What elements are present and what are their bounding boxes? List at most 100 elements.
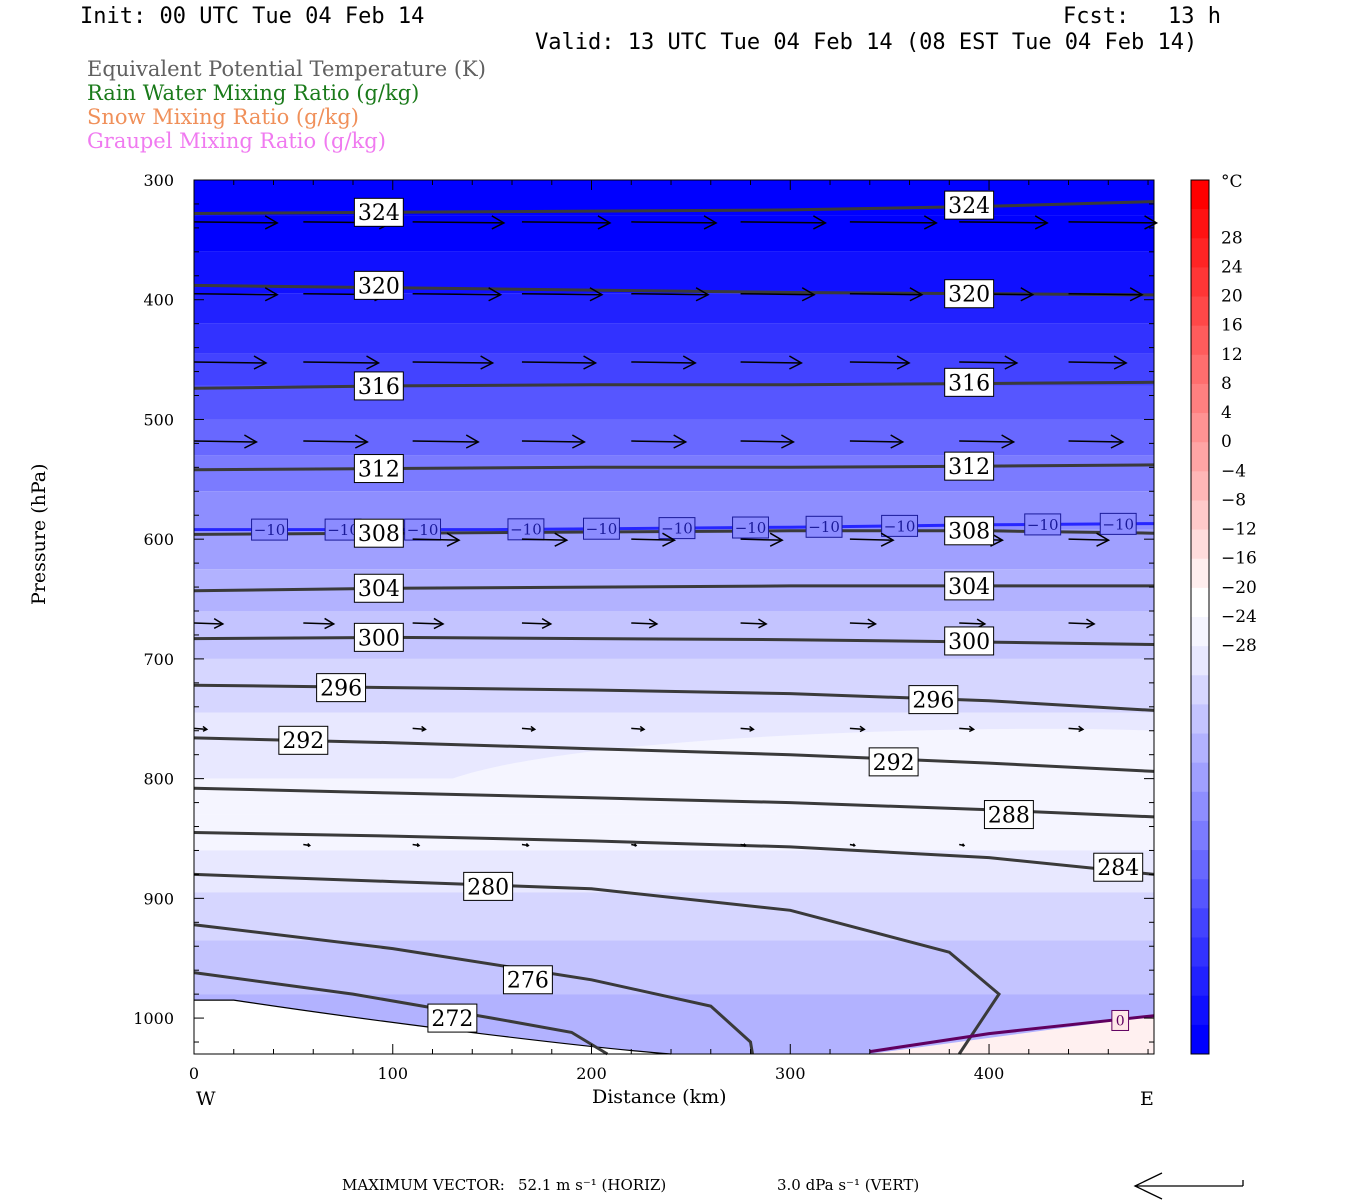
wind-vector xyxy=(412,842,421,848)
contour-labels: 324 324 320 320 316 316 312 312 308 308 304 304 300 3… xyxy=(278,190,1144,1033)
contour-label: 292 xyxy=(873,751,915,776)
contour-label-box xyxy=(868,747,919,777)
wind-vector xyxy=(1068,532,1111,547)
contour-label-box xyxy=(881,514,919,537)
wind-vector xyxy=(1068,434,1125,449)
wind-vector xyxy=(412,617,445,630)
contour-label: −10 xyxy=(510,521,542,539)
wind-vector xyxy=(412,434,480,449)
colorbar-swatch xyxy=(1191,995,1209,1026)
contour-label: 300 xyxy=(948,630,990,655)
contour-label-box xyxy=(944,190,995,220)
colorbar-tick-label: 0 xyxy=(1221,432,1232,452)
colorbar-swatch xyxy=(1191,558,1209,589)
wind-vector xyxy=(631,843,638,847)
y-tick-label: 500 xyxy=(143,410,174,429)
temp-band xyxy=(194,293,1154,324)
colorbar-tick-label: 24 xyxy=(1221,257,1243,277)
colorbar-swatch xyxy=(1191,646,1209,676)
colorbar-swatch xyxy=(1191,325,1209,356)
contour-label-box xyxy=(944,516,995,546)
wind-vector xyxy=(521,287,604,302)
wind-vector xyxy=(849,725,866,733)
theta-e-contour-276 xyxy=(193,923,754,1055)
colorbar-swatch xyxy=(1191,587,1209,618)
theta-e-contour-292 xyxy=(193,736,1155,773)
colorbar-swatch xyxy=(1191,733,1209,764)
wind-vector xyxy=(849,215,938,230)
wind-vector xyxy=(849,355,911,370)
colorbar-swatch xyxy=(1191,908,1209,938)
contour-label: −10 xyxy=(661,520,693,538)
contour-label: 304 xyxy=(358,577,400,602)
contour-label: 312 xyxy=(948,455,990,480)
contour-label-box xyxy=(251,518,288,541)
contour-label: 296 xyxy=(320,677,362,702)
max-vector-horiz: 52.1 m s⁻¹ (HORIZ) xyxy=(518,1176,667,1194)
colorbar-tick-label: 20 xyxy=(1221,287,1243,307)
temp-band xyxy=(194,419,1154,456)
contour-label: 0 xyxy=(1116,1014,1125,1030)
temp-band xyxy=(194,940,1154,995)
contour-label: 280 xyxy=(467,875,509,900)
temp-band xyxy=(194,215,1154,252)
temp-band xyxy=(194,323,1154,354)
colorbar-tick-label: 8 xyxy=(1221,374,1232,394)
y-tick-label: 600 xyxy=(143,530,174,549)
theta-e-contour-284 xyxy=(193,831,1155,876)
x-axis-east: E xyxy=(1140,1088,1154,1110)
contour-label-box xyxy=(463,871,514,901)
colorbar-tick-label: −8 xyxy=(1221,490,1246,510)
wind-vector xyxy=(521,842,530,848)
wind-vector xyxy=(631,215,718,230)
contour-label: 308 xyxy=(948,520,990,545)
x-axis-label: Distance (km) xyxy=(592,1086,727,1108)
contour-label-box xyxy=(1111,1009,1130,1031)
wind-vector xyxy=(412,532,461,547)
contour-label: 284 xyxy=(1097,856,1139,881)
y-tick-label: 700 xyxy=(143,650,174,669)
reference-arrow xyxy=(1133,1172,1244,1200)
wind-vector xyxy=(1068,355,1128,370)
colorbar-swatch xyxy=(1191,354,1209,385)
colorbar-swatch xyxy=(1191,762,1209,793)
contour-label: 288 xyxy=(988,803,1030,828)
y-tick-label: 900 xyxy=(143,889,174,908)
wind-vector xyxy=(849,618,878,629)
contour-label-box xyxy=(1024,513,1062,536)
forecast-label: Fcst: xyxy=(1063,4,1130,29)
contour-label: 312 xyxy=(358,457,400,482)
wind-vector xyxy=(740,287,816,302)
colorbar-swatch xyxy=(1191,383,1209,414)
colorbar-frame xyxy=(1190,179,1210,1055)
wind-vector xyxy=(193,725,209,732)
contour-label: −10 xyxy=(1027,516,1059,534)
wind-vector xyxy=(959,434,1016,449)
wind-vector xyxy=(740,843,747,847)
wind-vector xyxy=(959,215,1049,230)
wind-vector xyxy=(303,842,311,848)
contour-label-box xyxy=(353,573,404,603)
contour-label: −10 xyxy=(407,521,439,539)
wind-vector xyxy=(193,434,258,449)
y-tick-label: 800 xyxy=(143,770,174,789)
contour-label-box xyxy=(353,622,404,652)
minus10-isotherm: −10 −10 −10 −10 −10 −10 −10 −10 −10 −10 −10 0 xyxy=(194,512,1155,1054)
contour-label: −10 xyxy=(884,517,916,535)
contour-label: 304 xyxy=(948,575,990,600)
contour-label-box xyxy=(353,518,404,548)
contour-label: 272 xyxy=(431,1007,473,1032)
colorbar-tick-label: −4 xyxy=(1221,461,1246,481)
wind-vector xyxy=(631,532,677,547)
legend-snow: Snow Mixing Ratio (g/kg) xyxy=(87,105,359,129)
y-tick-label: 1000 xyxy=(133,1009,174,1028)
wind-vector xyxy=(849,287,924,302)
contour-label-box xyxy=(944,451,995,481)
wind-vector xyxy=(740,355,803,370)
theta-e-contour-280 xyxy=(193,872,1001,1055)
forecast-hour: 13 h xyxy=(1168,4,1221,29)
wind-vector xyxy=(959,843,966,847)
contour-label-box xyxy=(944,626,995,656)
wind-vector xyxy=(959,725,976,733)
wind-vector xyxy=(1068,215,1159,230)
